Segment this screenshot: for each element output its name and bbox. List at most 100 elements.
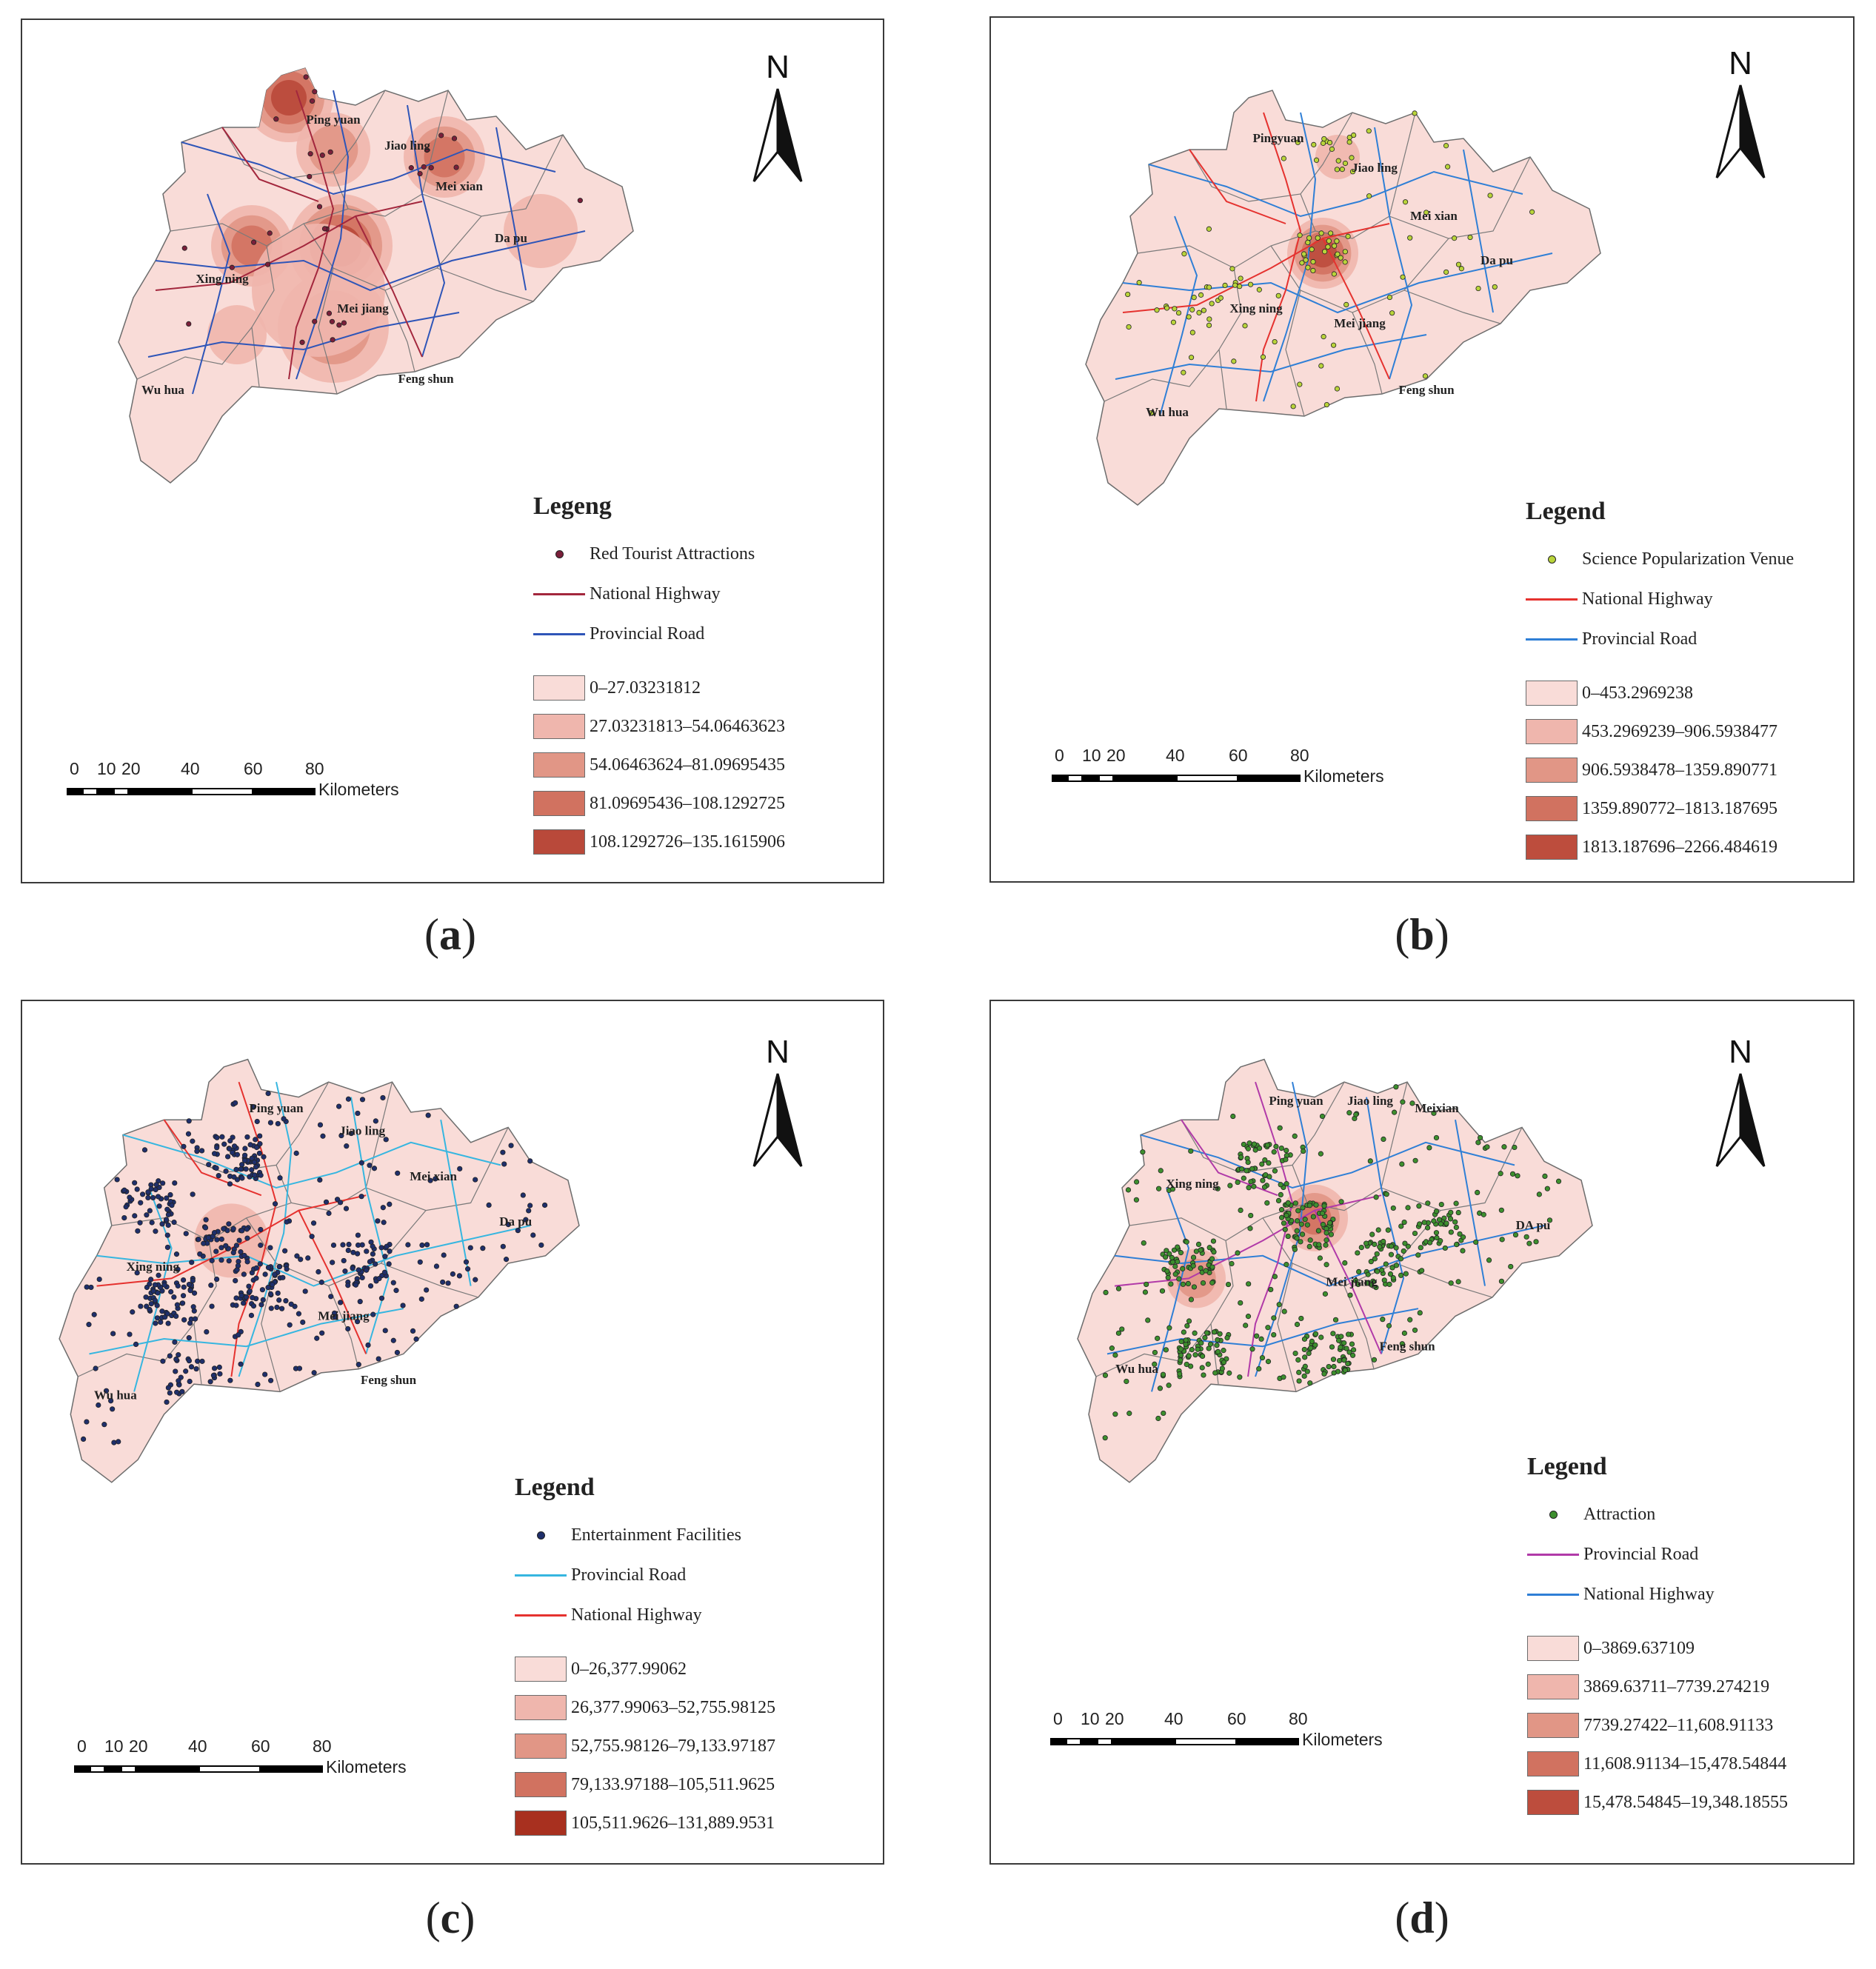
point-marker [309, 1234, 315, 1240]
road-secondary [1463, 149, 1494, 313]
scale-tick-label: 20 [1105, 1709, 1124, 1728]
point-marker [243, 1294, 250, 1300]
point-marker [1304, 1368, 1310, 1374]
point-marker [1155, 1186, 1162, 1191]
point-marker [1191, 295, 1197, 301]
point-marker [1152, 1349, 1158, 1356]
point-marker [155, 1194, 161, 1200]
point-marker [1498, 1171, 1503, 1177]
town-label: Feng shun [1379, 1339, 1435, 1353]
point-marker [300, 1319, 306, 1326]
town-label: Meixian [1415, 1101, 1459, 1115]
point-marker [358, 1160, 364, 1166]
point-marker [265, 1265, 272, 1271]
point-marker [1457, 1231, 1463, 1237]
point-marker [121, 1187, 127, 1193]
point-marker [1402, 199, 1409, 205]
point-marker [188, 1364, 195, 1370]
point-marker [1319, 1210, 1326, 1217]
point-marker [1169, 1259, 1176, 1265]
legend-road2-item: National Highway [1527, 1574, 1788, 1614]
point-marker [530, 1232, 536, 1238]
point-marker [355, 1232, 361, 1238]
point-marker [163, 1217, 170, 1223]
point-marker [1433, 1134, 1440, 1141]
town-label: Xing ning [196, 272, 249, 286]
point-marker [1301, 1336, 1308, 1342]
point-marker [1188, 1148, 1194, 1154]
scale-bar-a: 0 10 20 40 60 80 Kilometers [67, 759, 399, 801]
road-primary [155, 201, 423, 291]
legend-class-2-label: 26,377.99063–52,755.98125 [571, 1697, 775, 1717]
point-marker [1443, 1220, 1449, 1226]
legend-class-5-label: 1813.187696–2266.484619 [1582, 837, 1777, 857]
point-marker [1196, 310, 1202, 315]
point-marker [257, 1261, 263, 1267]
point-marker [1171, 1247, 1178, 1253]
point-marker [160, 1180, 166, 1186]
point-marker [1285, 1200, 1291, 1206]
point-marker [375, 1356, 381, 1362]
point-marker [1386, 1323, 1392, 1328]
point-marker [413, 1336, 419, 1342]
point-marker [1424, 1225, 1431, 1231]
scale-segment [98, 787, 113, 795]
point-marker [1211, 1249, 1217, 1255]
point-marker [353, 1282, 359, 1288]
point-marker [1103, 1289, 1109, 1296]
point-marker [1284, 1262, 1289, 1268]
point-marker [239, 1228, 245, 1234]
point-marker [1278, 1214, 1285, 1220]
point-marker [1186, 1318, 1192, 1324]
legend-a: Legeng Red Tourist Attractions National Hi… [533, 492, 785, 861]
scale-tick-label: 60 [251, 1736, 270, 1756]
point-marker [273, 116, 279, 122]
point-marker [253, 1164, 259, 1170]
point-marker [348, 1130, 354, 1137]
point-marker [175, 1266, 181, 1272]
point-marker [180, 1293, 187, 1299]
legend-class-5: 108.1292726–135.1615906 [533, 823, 785, 861]
point-marker [1251, 1183, 1257, 1189]
point-marker [132, 1213, 138, 1219]
legend-class-5-symbol [1526, 835, 1578, 860]
point-marker [1235, 1250, 1241, 1256]
point-marker [1306, 1203, 1312, 1209]
legend-class-3-label: 52,755.98126–79,133.97187 [571, 1736, 775, 1756]
road-secondary [1366, 1097, 1405, 1354]
point-marker [1303, 257, 1309, 263]
point-marker [1126, 324, 1132, 330]
point-marker [174, 1389, 180, 1395]
town-label: Jiao ling [1352, 161, 1398, 175]
legend-class-4-symbol [1527, 1751, 1579, 1776]
point-marker [1341, 1340, 1347, 1346]
road-secondary [1115, 334, 1427, 380]
point-marker [1272, 1274, 1278, 1280]
point-marker [1305, 239, 1311, 246]
point-marker [1372, 1256, 1378, 1262]
point-marker [1343, 301, 1349, 307]
point-marker [1266, 1174, 1272, 1180]
point-marker [1212, 1370, 1218, 1376]
point-marker [173, 1251, 180, 1257]
point-marker [1365, 1271, 1371, 1277]
point-marker [211, 1230, 218, 1236]
road-primary [355, 215, 423, 358]
point-marker [427, 1177, 433, 1183]
points-layer [81, 1091, 548, 1445]
point-marker [1206, 226, 1212, 232]
county-boundary [1277, 1263, 1297, 1392]
point-marker [1443, 143, 1449, 149]
point-marker [1355, 1281, 1361, 1288]
point-marker [1320, 140, 1326, 146]
point-marker [1219, 1365, 1225, 1371]
point-marker [1501, 1144, 1507, 1150]
legend-class-1-symbol [515, 1657, 567, 1682]
point-marker [1381, 1277, 1387, 1283]
legend-road1-item-label: Provincial Road [1583, 1544, 1699, 1564]
point-marker [111, 1440, 117, 1445]
point-marker [190, 1138, 196, 1144]
point-marker [1295, 1357, 1301, 1363]
point-marker [239, 1175, 245, 1181]
point-marker [207, 1379, 213, 1385]
